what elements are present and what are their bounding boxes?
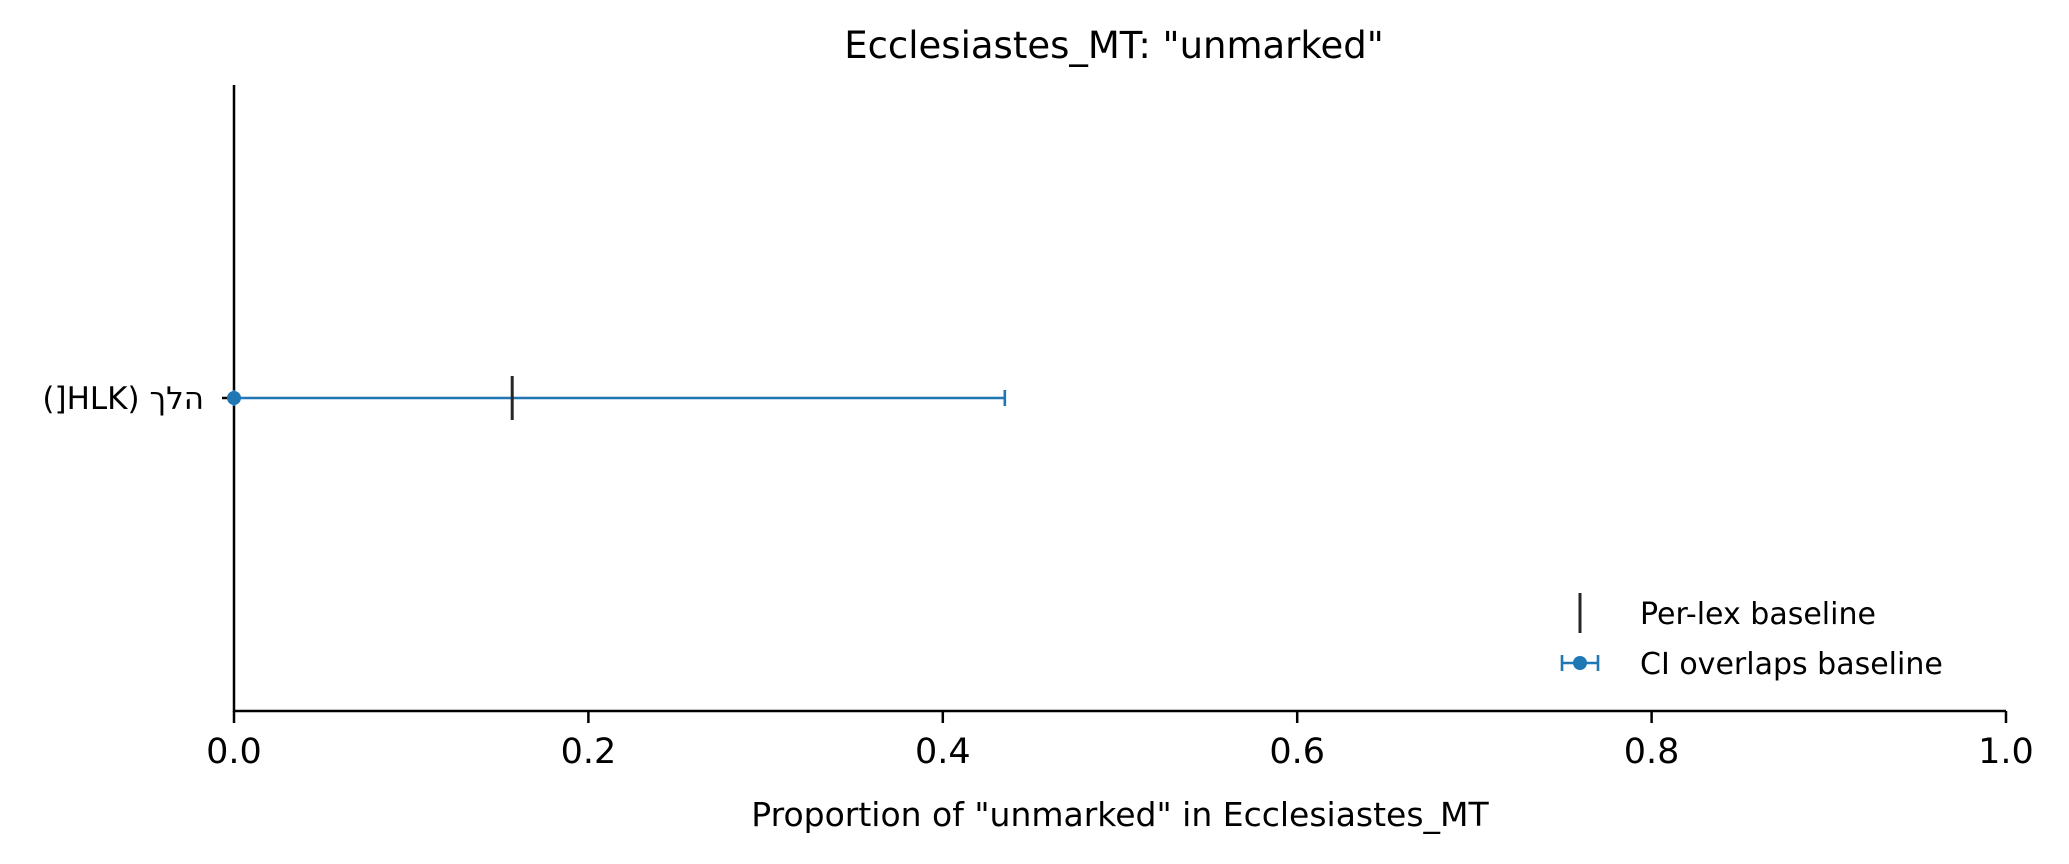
x-tick-label: 1.0	[1978, 732, 2034, 772]
x-tick-label: 0.4	[915, 732, 971, 772]
x-tick-label: 0.2	[561, 732, 617, 772]
y-tick-label: הלך (HLK[)	[42, 381, 204, 417]
legend-label: Per-lex baseline	[1640, 597, 1876, 632]
chart-title: Ecclesiastes_MT: "unmarked"	[844, 24, 1384, 67]
x-axis-label: Proportion of "unmarked" in Ecclesiastes…	[751, 795, 1489, 834]
data-marks	[227, 376, 1007, 420]
x-tick-label: 0.6	[1269, 732, 1325, 772]
legend-label: CI overlaps baseline	[1640, 647, 1943, 682]
x-ticks: 0.0 0.2 0.4 0.6 0.8 1.0	[206, 711, 2034, 772]
legend: Per-lex baseline CI overlaps baseline	[1560, 593, 1943, 682]
x-tick-label: 0.8	[1624, 732, 1680, 772]
x-tick-label: 0.0	[206, 732, 262, 772]
data-point	[227, 391, 241, 405]
legend-marker-point	[1573, 656, 1587, 670]
y-ticks: הלך (HLK[)	[42, 381, 234, 417]
